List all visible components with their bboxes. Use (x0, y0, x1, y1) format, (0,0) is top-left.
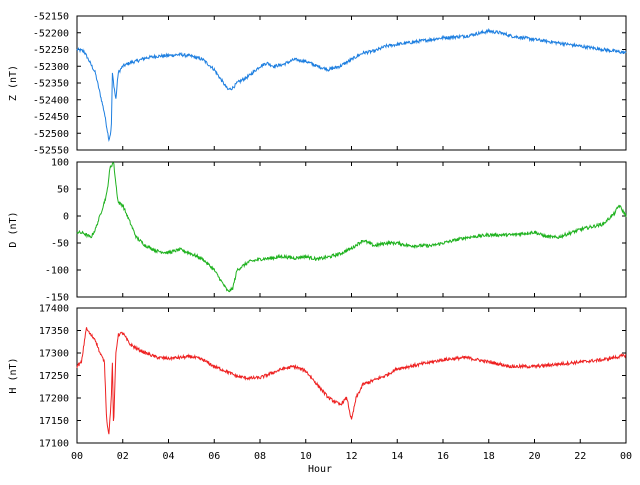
series-line-h (76, 327, 627, 435)
y-tick-label-d: -150 (45, 293, 69, 304)
y-axis-label-z: Z (nT) (8, 65, 19, 101)
y-tick-label-d: 100 (51, 158, 69, 169)
y-tick-label-d: 50 (57, 185, 69, 196)
x-tick-label: 00 (71, 451, 83, 462)
y-tick-label-h: 17300 (39, 349, 69, 360)
y-tick-label-z: -52250 (33, 45, 69, 56)
y-tick-label-h: 17400 (39, 304, 69, 315)
series-line-z (76, 27, 627, 142)
y-tick-label-z: -52200 (33, 28, 69, 39)
y-tick-label-z: -52350 (33, 79, 69, 90)
y-tick-label-d: -50 (51, 239, 69, 250)
x-tick-label: 04 (162, 451, 174, 462)
x-tick-label: 16 (437, 451, 449, 462)
x-tick-label: 20 (528, 451, 540, 462)
y-tick-label-z: -52450 (33, 112, 69, 123)
x-tick-label: 02 (117, 451, 129, 462)
x-tick-label: 00 (620, 451, 632, 462)
y-tick-label-h: 17250 (39, 371, 69, 382)
x-tick-label: 18 (483, 451, 495, 462)
y-tick-label-d: 0 (63, 212, 69, 223)
y-tick-label-h: 17350 (39, 326, 69, 337)
y-tick-label-h: 17200 (39, 394, 69, 405)
y-tick-label-z: -52400 (33, 95, 69, 106)
x-axis-label: Hour (308, 464, 332, 475)
y-tick-label-z: -52550 (33, 146, 69, 157)
panel-h: 17400 17350 17300 17250 17200 17150 17100 H (nT… (8, 304, 627, 450)
x-tick-label: 12 (345, 451, 357, 462)
y-tick-label-z: -52500 (33, 129, 69, 140)
y-tick-label-z: -52150 (33, 12, 69, 23)
plot-frame-z (76, 15, 627, 151)
panel-d: 100 50 0 -50 -100 -150 D (nT) (8, 158, 627, 304)
x-tick-label: 14 (391, 451, 403, 462)
x-tick-label: 06 (208, 451, 220, 462)
x-tick-label: 08 (254, 451, 266, 462)
y-tick-label-h: 17100 (39, 439, 69, 450)
plot-frame-d (76, 161, 627, 298)
series-line-d (76, 162, 627, 293)
y-axis-label-d: D (nT) (8, 211, 19, 247)
y-tick-label-h: 17150 (39, 416, 69, 427)
y-tick-label-d: -100 (45, 266, 69, 277)
y-axis-label-h: H (nT) (8, 357, 19, 393)
plot-frame-h (76, 307, 627, 444)
x-tick-label: 22 (574, 451, 586, 462)
panel-z: -52150 -52200 -52250 -52300 -52350 -52400 -524… (8, 12, 627, 157)
y-tick-label-z: -52300 (33, 62, 69, 73)
x-tick-label: 10 (300, 451, 312, 462)
